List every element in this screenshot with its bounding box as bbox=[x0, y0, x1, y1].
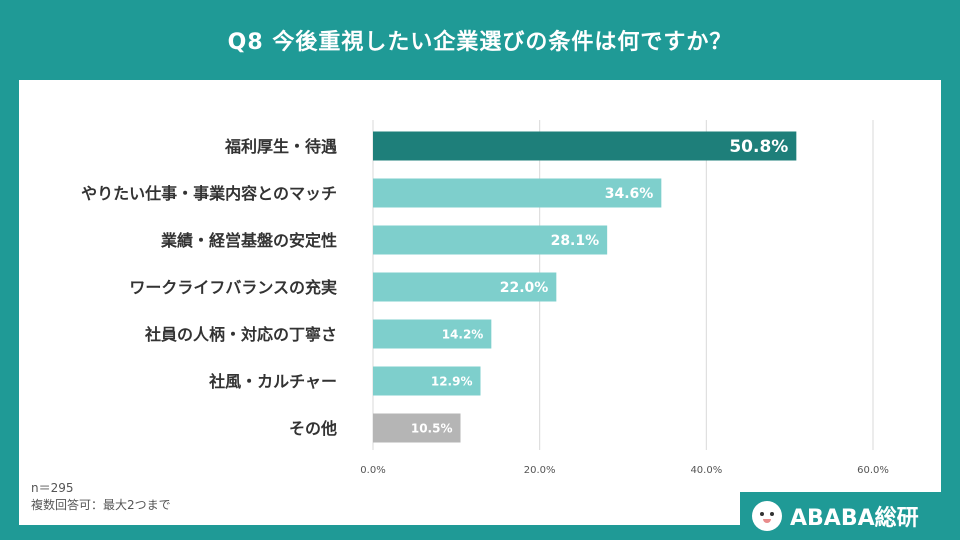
value-label: 28.1% bbox=[551, 233, 600, 249]
brand-badge: ABABA総研 bbox=[740, 492, 941, 540]
category-label: 業績・経営基盤の安定性 bbox=[160, 231, 337, 250]
cat-mascot-icon bbox=[752, 501, 782, 531]
chart-notes: n＝295 複数回答可：最大2つまで bbox=[31, 480, 171, 514]
bar-chart: 0.0% 20.0% 40.0% 60.0% 福利厚生・待遇 50.8% やりたい仕事・事業… bbox=[81, 120, 889, 476]
x-tick-label: 20.0% bbox=[524, 465, 556, 476]
bar bbox=[373, 319, 492, 349]
value-label: 50.8% bbox=[729, 137, 788, 157]
category-label: 福利厚生・待遇 bbox=[224, 137, 337, 156]
bar bbox=[373, 131, 797, 161]
bar bbox=[373, 272, 557, 302]
sample-size-note: n＝295 bbox=[31, 481, 74, 495]
category-label: 社風・カルチャー bbox=[208, 372, 337, 391]
brand-name: ABABA総研 bbox=[790, 506, 919, 531]
multiple-answer-note: 複数回答可：最大2つまで bbox=[31, 498, 171, 512]
x-tick-label: 0.0% bbox=[360, 465, 385, 476]
x-tick-label: 60.0% bbox=[857, 465, 889, 476]
value-label: 10.5% bbox=[411, 421, 453, 435]
category-label: ワークライフバランスの充実 bbox=[129, 278, 337, 297]
x-tick-label: 40.0% bbox=[690, 465, 722, 476]
category-label: やりたい仕事・事業内容とのマッチ bbox=[81, 184, 337, 203]
chart-title: Q8 今後重視したい企業選びの条件は何ですか？ bbox=[227, 30, 733, 55]
bar bbox=[373, 366, 481, 396]
bar bbox=[373, 413, 461, 443]
value-label: 14.2% bbox=[442, 327, 484, 341]
bar bbox=[373, 225, 608, 255]
chart-panel: 0.0% 20.0% 40.0% 60.0% 福利厚生・待遇 50.8% やりたい仕事・事業… bbox=[19, 80, 941, 525]
category-label: 社員の人柄・対応の丁寧さ bbox=[144, 325, 337, 344]
bar bbox=[373, 178, 662, 208]
value-label: 12.9% bbox=[431, 374, 473, 388]
category-label: その他 bbox=[289, 419, 337, 438]
value-label: 34.6% bbox=[605, 186, 654, 202]
value-label: 22.0% bbox=[500, 280, 549, 296]
